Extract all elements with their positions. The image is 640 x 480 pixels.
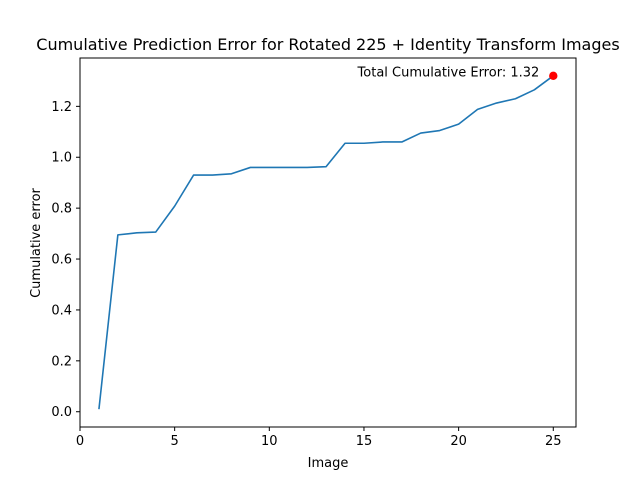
x-tick-label: 10: [261, 434, 278, 449]
x-tick-label: 25: [545, 434, 562, 449]
x-tick-label: 20: [450, 434, 467, 449]
y-axis-title: Cumulative error: [29, 187, 44, 297]
x-tick-label: 5: [171, 434, 179, 449]
y-tick-label: 0.6: [51, 253, 72, 268]
x-tick-label: 15: [356, 434, 373, 449]
chart-title: Cumulative Prediction Error for Rotated …: [36, 35, 619, 54]
x-axis: 0 5 10 15 20 25: [76, 427, 562, 449]
y-tick-label: 0.2: [51, 354, 72, 369]
y-axis: 0.0 0.2 0.4 0.6 0.8 1.0 1.2: [51, 100, 80, 420]
x-tick-label: 0: [76, 434, 84, 449]
y-tick-label: 0.4: [51, 303, 72, 318]
x-axis-title: Image: [308, 456, 349, 471]
y-tick-label: 1.2: [51, 100, 72, 115]
y-tick-label: 0.0: [51, 405, 72, 420]
plot-area: [98, 71, 558, 410]
final-point-marker: [549, 71, 558, 81]
y-tick-label: 1.0: [51, 151, 72, 166]
y-tick-label: 0.8: [51, 202, 72, 217]
series-line: [98, 75, 554, 410]
total-error-annotation: Total Cumulative Error: 1.32: [357, 65, 540, 80]
plot-frame: [79, 57, 577, 428]
